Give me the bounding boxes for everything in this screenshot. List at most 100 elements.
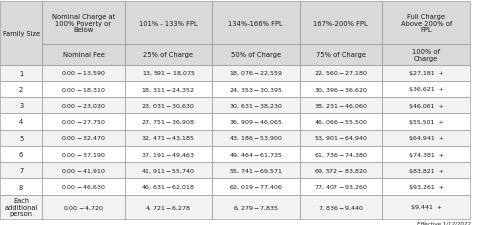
Text: $6,279  -  $7,835: $6,279 - $7,835: [233, 203, 279, 211]
Text: $0.00  -  $46,630: $0.00 - $46,630: [61, 183, 106, 191]
Text: 75% of Charge: 75% of Charge: [316, 52, 366, 58]
Text: Each
additional
person: Each additional person: [4, 198, 38, 216]
Text: Effective 1/12/2022: Effective 1/12/2022: [417, 220, 470, 225]
Text: $64,941  +: $64,941 +: [409, 136, 444, 141]
Text: 7: 7: [19, 168, 23, 173]
Text: 134%-166% FPL: 134%-166% FPL: [228, 21, 283, 27]
Bar: [42, 45, 125, 65]
Text: $62,019  -  $77,406: $62,019 - $77,406: [229, 183, 283, 191]
Bar: [212, 130, 300, 146]
Bar: [42, 162, 125, 179]
Text: $0.00  -  $4,720: $0.00 - $4,720: [63, 203, 104, 211]
Bar: [382, 146, 470, 162]
Text: $55,741  -  $69,571: $55,741 - $69,571: [229, 167, 283, 174]
Text: $74,381  +: $74,381 +: [409, 152, 444, 157]
Text: 50% of Charge: 50% of Charge: [231, 52, 281, 58]
Bar: [300, 2, 382, 45]
Bar: [125, 146, 212, 162]
Text: 6: 6: [19, 151, 23, 157]
Text: $13,591  -  $18,075: $13,591 - $18,075: [142, 70, 195, 77]
Bar: [300, 45, 382, 65]
Text: Nominal Fee: Nominal Fee: [62, 52, 105, 58]
Text: 101% - 133% FPL: 101% - 133% FPL: [139, 21, 198, 27]
Bar: [382, 65, 470, 81]
Bar: [382, 162, 470, 179]
Text: $93,261  +: $93,261 +: [409, 184, 444, 189]
Bar: [0, 81, 42, 98]
Text: $36,621  +: $36,621 +: [409, 87, 444, 92]
Text: $49,464  -  $61,735: $49,464 - $61,735: [229, 151, 283, 158]
Text: $61,736  -  $74,380: $61,736 - $74,380: [314, 151, 368, 158]
Text: $30,396  -  $36,620: $30,396 - $36,620: [314, 86, 368, 93]
Bar: [300, 162, 382, 179]
Text: $27,181  +: $27,181 +: [409, 71, 444, 76]
Text: 1: 1: [19, 70, 23, 76]
Text: 8: 8: [19, 184, 23, 190]
Text: $30,631  -  $38,230: $30,631 - $38,230: [229, 102, 283, 110]
Bar: [212, 98, 300, 114]
Text: $24,353  -  $30,395: $24,353 - $30,395: [229, 86, 283, 93]
Bar: [382, 114, 470, 130]
Bar: [212, 81, 300, 98]
Text: $7,836  -  $9,440: $7,836 - $9,440: [318, 203, 364, 211]
Bar: [0, 179, 42, 195]
Bar: [212, 162, 300, 179]
Text: $77,407  -  $93,260: $77,407 - $93,260: [314, 183, 368, 191]
Text: $23,031  -  $30,630: $23,031 - $30,630: [142, 102, 195, 110]
Text: $46,061  +: $46,061 +: [409, 103, 444, 108]
Bar: [125, 162, 212, 179]
Text: $4,721  -  $6,278: $4,721 - $6,278: [145, 203, 192, 211]
Bar: [300, 98, 382, 114]
Text: 25% of Charge: 25% of Charge: [144, 52, 193, 58]
Bar: [42, 2, 125, 45]
Text: $0.00  -  $18,310: $0.00 - $18,310: [61, 86, 106, 93]
Text: $0.00  -  $27,750: $0.00 - $27,750: [61, 118, 106, 126]
Bar: [382, 2, 470, 45]
Text: $69,572  -  $83,820: $69,572 - $83,820: [314, 167, 368, 174]
Bar: [42, 179, 125, 195]
Text: $38,231  -  $46,060: $38,231 - $46,060: [314, 102, 368, 110]
Text: $18,311  -  $24,352: $18,311 - $24,352: [142, 86, 195, 93]
Text: $46,066  -  $55,500: $46,066 - $55,500: [314, 118, 368, 126]
Text: $32,471  -  $43,185: $32,471 - $43,185: [142, 134, 195, 142]
Text: Family Size: Family Size: [2, 31, 40, 37]
Bar: [382, 98, 470, 114]
Bar: [300, 81, 382, 98]
Text: 167%-200% FPL: 167%-200% FPL: [313, 21, 368, 27]
Bar: [125, 179, 212, 195]
Bar: [212, 146, 300, 162]
Text: $53,901  -  $64,940: $53,901 - $64,940: [314, 134, 368, 142]
Bar: [0, 130, 42, 146]
Text: $83,821  +: $83,821 +: [409, 168, 444, 173]
Bar: [300, 130, 382, 146]
Bar: [212, 65, 300, 81]
Bar: [0, 98, 42, 114]
Text: $36,909  -  $46,065: $36,909 - $46,065: [229, 118, 283, 126]
Text: $37,191  -  $49,463: $37,191 - $49,463: [142, 151, 195, 158]
Bar: [300, 65, 382, 81]
Bar: [125, 2, 212, 45]
Bar: [212, 195, 300, 219]
Bar: [125, 65, 212, 81]
Bar: [382, 179, 470, 195]
Bar: [212, 179, 300, 195]
Text: Full Charge
Above 200% of
FPL: Full Charge Above 200% of FPL: [401, 14, 452, 33]
Text: $18,076  -  $22,559: $18,076 - $22,559: [229, 70, 283, 77]
Bar: [42, 146, 125, 162]
Bar: [0, 146, 42, 162]
Bar: [42, 81, 125, 98]
Text: $9,441  +: $9,441 +: [411, 205, 442, 209]
Bar: [42, 65, 125, 81]
Text: $43,186  -  $53,900: $43,186 - $53,900: [229, 134, 283, 142]
Text: $0.00  -  $41,910: $0.00 - $41,910: [61, 167, 106, 174]
Bar: [125, 81, 212, 98]
Text: $0.00  -  $23,030: $0.00 - $23,030: [61, 102, 106, 110]
Text: $0.00  -  $37,190: $0.00 - $37,190: [61, 151, 106, 158]
Bar: [125, 45, 212, 65]
Bar: [212, 2, 300, 45]
Bar: [382, 195, 470, 219]
Bar: [0, 195, 42, 219]
Bar: [382, 45, 470, 65]
Bar: [0, 2, 42, 65]
Bar: [42, 130, 125, 146]
